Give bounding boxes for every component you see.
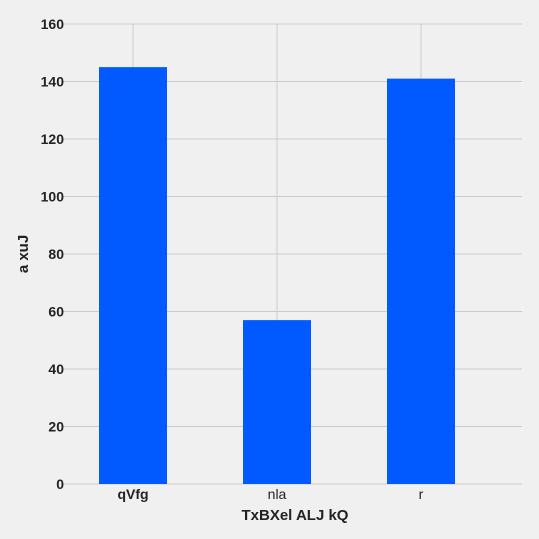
y-tick-label: 20 bbox=[48, 419, 64, 435]
x-tick-labels: qVfg nla r bbox=[117, 486, 423, 502]
y-tick-label: 120 bbox=[41, 131, 65, 147]
y-tick-label: 100 bbox=[41, 189, 65, 205]
x-tick-label: qVfg bbox=[117, 486, 148, 502]
bar-qVfg bbox=[99, 67, 167, 484]
y-tick-label: 140 bbox=[41, 74, 65, 90]
x-tick-label: nla bbox=[268, 486, 287, 502]
y-tick-label: 60 bbox=[48, 304, 64, 320]
y-tick-label: 80 bbox=[48, 246, 64, 262]
bar-r bbox=[387, 78, 455, 484]
y-axis-title: a xuJ bbox=[15, 235, 32, 273]
y-tick-labels: 0 20 40 60 80 100 120 140 160 bbox=[41, 16, 65, 492]
bars bbox=[99, 67, 455, 484]
y-tick-label: 0 bbox=[56, 476, 64, 492]
y-tick-label: 160 bbox=[41, 16, 65, 32]
x-axis-title: TxBXel ALJ kQ bbox=[242, 507, 349, 524]
y-tick-label: 40 bbox=[48, 361, 64, 377]
bar-nla bbox=[243, 320, 311, 484]
x-tick-label: r bbox=[419, 486, 424, 502]
